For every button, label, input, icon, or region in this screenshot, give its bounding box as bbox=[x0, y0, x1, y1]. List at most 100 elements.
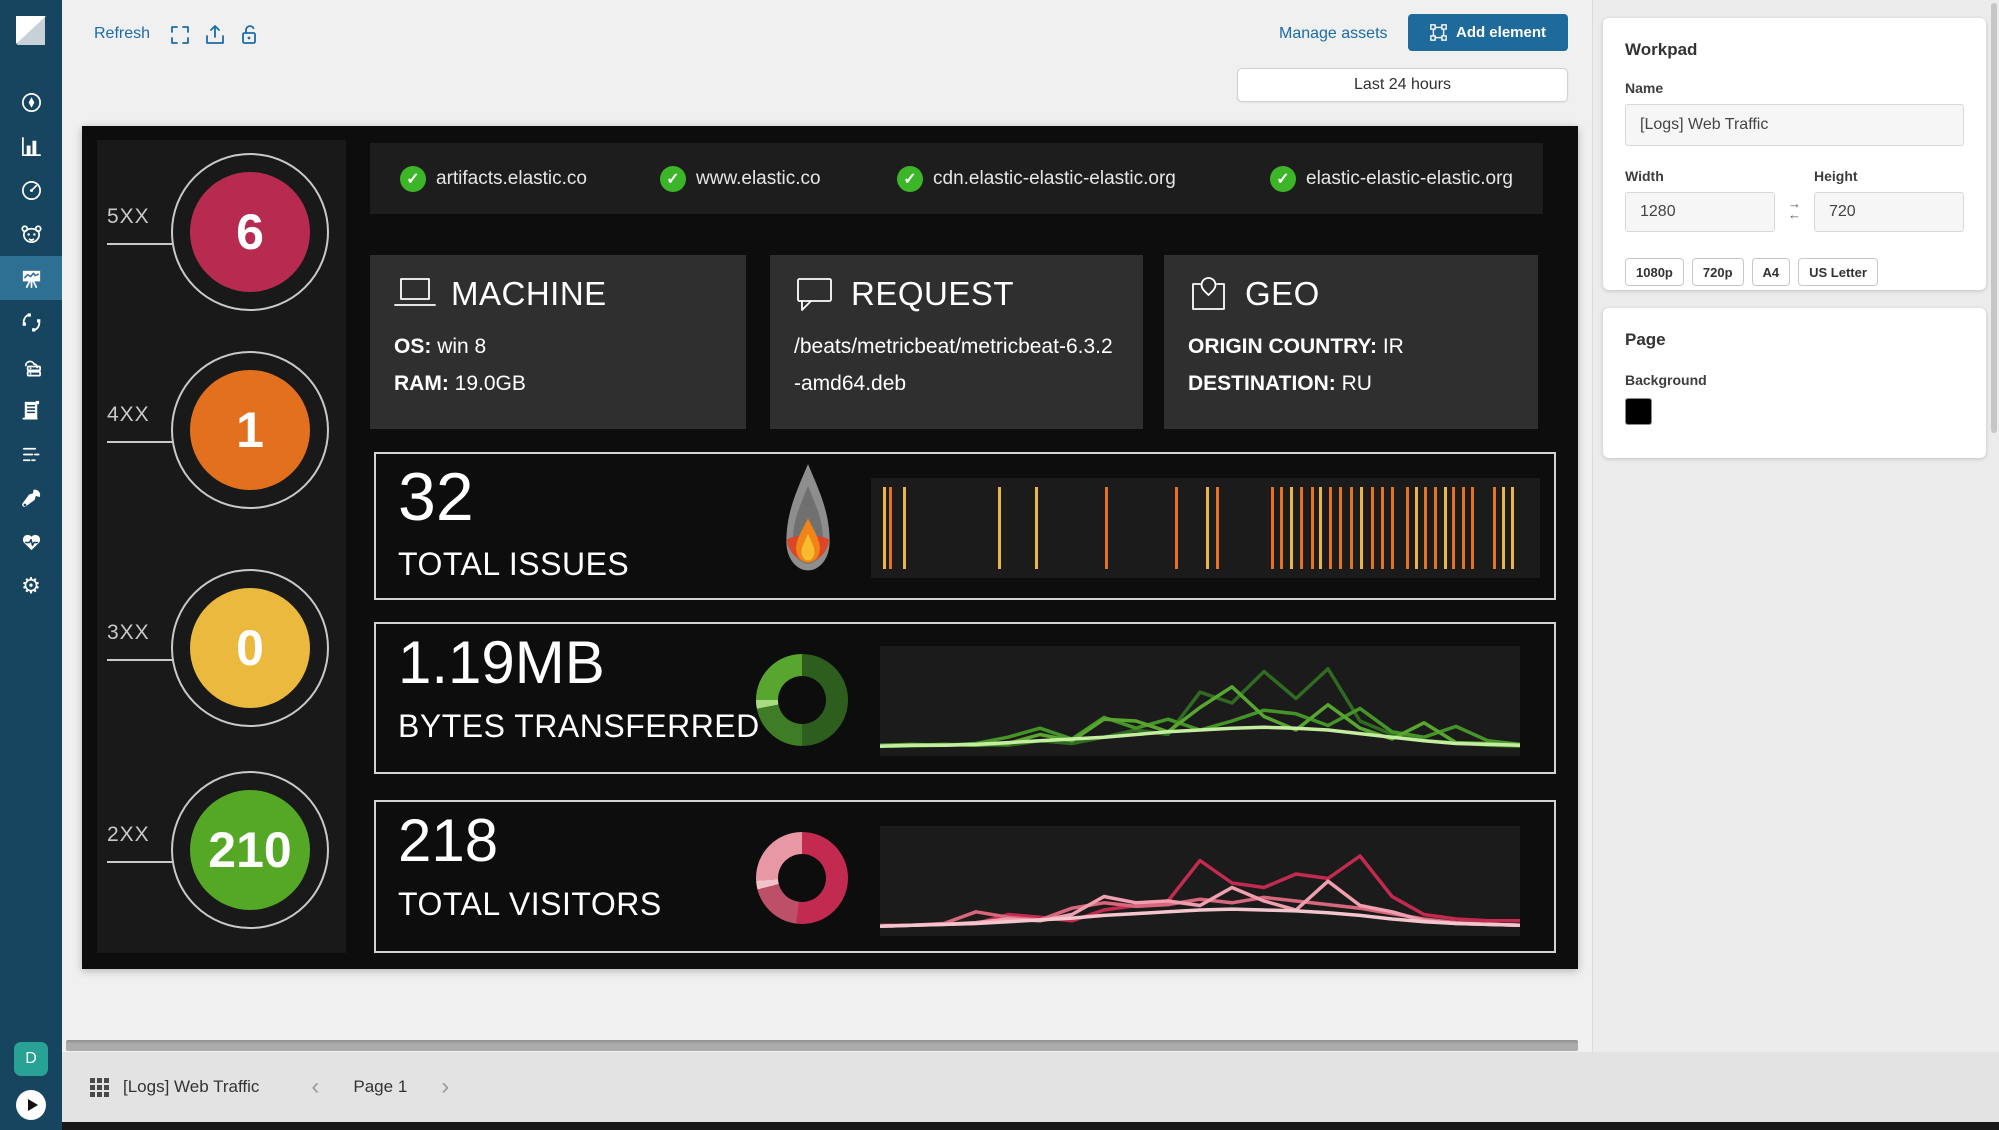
sidebar-item-machine-learning[interactable] bbox=[0, 300, 62, 344]
page-grid-icon[interactable] bbox=[90, 1077, 109, 1097]
sidebar-item-management[interactable]: ⚙ bbox=[0, 564, 62, 608]
horizontal-scrollbar[interactable] bbox=[66, 1040, 1578, 1051]
refresh-button[interactable]: Refresh bbox=[94, 25, 151, 42]
next-page-chevron[interactable]: › bbox=[441, 1073, 450, 1100]
width-label: Width bbox=[1625, 168, 1664, 184]
height-input[interactable] bbox=[1814, 192, 1964, 232]
export-icon[interactable] bbox=[203, 23, 227, 47]
add-element-button[interactable]: Add element bbox=[1408, 14, 1568, 51]
destination-value: RU bbox=[1341, 371, 1372, 395]
total-visitors-row[interactable]: 218 TOTAL VISITORS bbox=[374, 800, 1556, 953]
card-title-text: GEO bbox=[1245, 275, 1320, 312]
background-label: Background bbox=[1625, 372, 1707, 388]
link-dimensions-icon[interactable]: → ← bbox=[1788, 195, 1801, 222]
flame-icon bbox=[786, 464, 830, 571]
footer-workpad-name: [Logs] Web Traffic bbox=[123, 1077, 260, 1096]
machine-learning-icon bbox=[22, 312, 40, 332]
request-card-body: /beats/metricbeat/metricbeat-6.3.2-amd64… bbox=[794, 329, 1119, 403]
status-codes-panel[interactable]: 6 5XX 1 4XX 0 3XX bbox=[97, 140, 346, 953]
domain-name: artifacts.elastic.co bbox=[436, 167, 587, 189]
add-element-label: Add element bbox=[1455, 24, 1546, 41]
sidebar-item-uptime[interactable] bbox=[0, 432, 62, 476]
sidebar-item-discover[interactable] bbox=[0, 80, 62, 124]
status-connector-line bbox=[107, 441, 173, 443]
donut-hole bbox=[778, 854, 826, 902]
manage-assets-button[interactable]: Manage assets bbox=[1279, 25, 1388, 42]
sidebar-item-dev-tools[interactable] bbox=[0, 476, 62, 520]
geo-card[interactable]: GEO ORIGIN COUNTRY: IR DESTINATION: RU bbox=[1164, 255, 1538, 429]
workpad-name-input[interactable] bbox=[1625, 104, 1964, 146]
sidebar-item-dashboard[interactable] bbox=[0, 168, 62, 212]
size-presets: 1080p 720p A4 US Letter bbox=[1625, 258, 1964, 286]
space-avatar[interactable]: D bbox=[14, 1042, 48, 1076]
sidebar-item-apm[interactable] bbox=[0, 212, 62, 256]
status-circle-5xx[interactable]: 6 5XX bbox=[97, 153, 346, 311]
visitors-value: 218 bbox=[398, 807, 499, 874]
preset-us-letter-button[interactable]: US Letter bbox=[1798, 258, 1878, 286]
request-card[interactable]: REQUEST /beats/metricbeat/metricbeat-6.3… bbox=[770, 255, 1143, 429]
workpad-canvas[interactable]: 6 5XX 1 4XX 0 3XX bbox=[82, 126, 1578, 969]
vertical-scrollbar[interactable] bbox=[1991, 3, 1997, 433]
compass-icon bbox=[21, 92, 41, 112]
status-label: 4XX bbox=[107, 403, 150, 426]
size-row: Width →← Height bbox=[1625, 168, 1964, 232]
ram-label: RAM: bbox=[394, 371, 449, 395]
fullscreen-icon[interactable] bbox=[168, 23, 192, 47]
map-pin-bag-icon bbox=[1192, 277, 1225, 310]
preset-a4-button[interactable]: A4 bbox=[1751, 258, 1791, 286]
app-sidebar: ⚙ D bbox=[0, 0, 62, 1130]
domain-status-strip[interactable]: ✓ artifacts.elastic.co ✓ www.elastic.co … bbox=[370, 143, 1543, 214]
status-circle-2xx[interactable]: 210 2XX bbox=[97, 771, 346, 929]
bar-chart-icon bbox=[21, 136, 41, 156]
card-title-text: REQUEST bbox=[851, 275, 1015, 312]
ram-value: 19.0GB bbox=[454, 371, 526, 395]
fullscreen-play-button[interactable] bbox=[16, 1090, 46, 1120]
canvas-easel-icon bbox=[22, 270, 40, 288]
laptop-icon bbox=[394, 278, 436, 306]
visitors-donut-chart bbox=[756, 832, 848, 924]
kibana-logo[interactable] bbox=[0, 0, 62, 62]
bytes-transferred-row[interactable]: 1.19MB BYTES TRANSFERRED bbox=[374, 622, 1556, 774]
settings-panel: Workpad Name Width →← Height 1080p 720p bbox=[1592, 0, 1999, 1052]
sidebar-item-infrastructure[interactable] bbox=[0, 344, 62, 388]
total-issues-row[interactable]: 32 TOTAL ISSUES bbox=[374, 452, 1556, 600]
unlock-icon[interactable] bbox=[237, 23, 261, 47]
issues-value: 32 bbox=[398, 459, 474, 535]
status-circle-4xx[interactable]: 1 4XX bbox=[97, 351, 346, 509]
request-card-title: REQUEST bbox=[794, 275, 1119, 313]
gear-icon: ⚙ bbox=[21, 573, 41, 598]
sidebar-item-visualize[interactable] bbox=[0, 124, 62, 168]
background-color-swatch[interactable] bbox=[1625, 398, 1652, 425]
uptime-lines-icon bbox=[22, 447, 40, 461]
check-icon: ✓ bbox=[1270, 165, 1296, 192]
previous-page-chevron[interactable]: ‹ bbox=[311, 1073, 320, 1100]
preset-1080p-button[interactable]: 1080p bbox=[1625, 258, 1684, 286]
geo-card-title: GEO bbox=[1188, 275, 1514, 313]
preset-720p-button[interactable]: 720p bbox=[1691, 258, 1744, 286]
space-avatar-letter: D bbox=[25, 1050, 37, 1067]
sidebar-item-logs[interactable] bbox=[0, 388, 62, 432]
status-value-circle: 210 bbox=[190, 790, 310, 910]
apm-face-icon bbox=[20, 224, 42, 243]
status-connector-line bbox=[107, 659, 173, 661]
status-label: 2XX bbox=[107, 823, 150, 846]
cloud-servers-icon bbox=[24, 360, 41, 376]
status-value-circle: 6 bbox=[190, 172, 310, 292]
width-input[interactable] bbox=[1625, 192, 1775, 232]
sidebar-item-canvas[interactable] bbox=[0, 256, 62, 300]
wrench-icon bbox=[21, 489, 40, 507]
time-filter-value: Last 24 hours bbox=[1354, 76, 1451, 93]
status-value: 6 bbox=[236, 204, 264, 260]
machine-card[interactable]: MACHINE OS: win 8 RAM: 19.0GB bbox=[370, 255, 746, 429]
machine-card-title: MACHINE bbox=[394, 275, 722, 313]
status-ring bbox=[171, 153, 329, 311]
check-icon: ✓ bbox=[400, 165, 426, 192]
os-value: win 8 bbox=[437, 335, 487, 358]
name-label: Name bbox=[1625, 80, 1664, 96]
status-circle-3xx[interactable]: 0 3XX bbox=[97, 569, 346, 727]
time-filter-button[interactable]: Last 24 hours bbox=[1237, 68, 1568, 102]
donut-hole bbox=[778, 676, 826, 724]
visitors-line-chart bbox=[880, 826, 1520, 936]
sidebar-item-monitoring[interactable] bbox=[0, 520, 62, 564]
